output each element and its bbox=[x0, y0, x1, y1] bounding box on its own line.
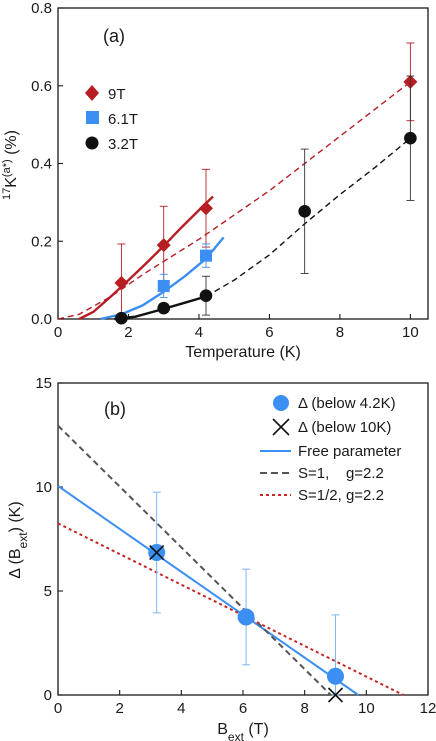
panel-b-lines bbox=[57, 424, 404, 696]
panel-a-fit-curve-1 bbox=[57, 81, 411, 320]
panel-b-ylabel: Δ (Bext) (K) bbox=[7, 501, 30, 578]
panel-a-ytick-label: 0.0 bbox=[31, 311, 52, 328]
panel-a-ylabel-sup: (a*) bbox=[1, 159, 13, 177]
legend-diamond-marker bbox=[85, 85, 99, 101]
legend-label-9t: 9T bbox=[108, 86, 126, 103]
panel-a: 0 2 4 6 8 100.00.20.40.60.8 (a) 9T 6.1T 3.2T … bbox=[1, 0, 429, 361]
panel-a-ylabel-unit: (%) bbox=[3, 130, 20, 159]
panel-b-legend: Δ (below 4.2K) Δ (below 10K) Free parame… bbox=[260, 395, 401, 504]
s1-g2-2-line bbox=[57, 424, 332, 696]
panel-a-ylabel-main: K bbox=[3, 177, 20, 188]
panel-b-xtick-label: 2 bbox=[115, 700, 123, 717]
data-point-3-2t bbox=[199, 289, 213, 302]
panel-a-ytick-label: 0.8 bbox=[31, 0, 52, 17]
data-point-3-2t bbox=[115, 311, 128, 325]
panel-b-ytick-label: 5 bbox=[44, 583, 52, 600]
data-point-delta-below-10k bbox=[327, 687, 344, 703]
panel-b-ylabel-unit: ) (K) bbox=[7, 501, 24, 532]
legend-free-parameter: Free parameter bbox=[298, 443, 401, 460]
data-point-3-2t bbox=[298, 205, 311, 218]
legend-circle-marker bbox=[85, 136, 99, 150]
panel-a-ylabel: 17K(a*) (%) bbox=[1, 130, 20, 200]
legend-delta-below-4-2k: Δ (below 4.2K) bbox=[298, 395, 396, 412]
panel-a-ytick-label: 0.4 bbox=[31, 156, 52, 173]
data-point-9t bbox=[114, 275, 129, 290]
legend-circle-marker-b bbox=[273, 395, 289, 411]
panel-b-xlabel-unit: (T) bbox=[244, 721, 269, 738]
panel-a-xtick-label: 4 bbox=[195, 324, 203, 341]
panel-a-ticks: 0 2 4 6 8 10 0.0 0.2 0.4 0.6 0.8 bbox=[31, 0, 419, 341]
data-point-6-1t bbox=[200, 249, 212, 262]
panel-b-xtick-label: 4 bbox=[177, 700, 185, 717]
panel-b-xtick-label: 12 bbox=[420, 700, 436, 717]
panel-a-xtick-label: 6 bbox=[265, 324, 273, 341]
data-point-9t bbox=[199, 201, 213, 216]
s-half-g2-2-line bbox=[57, 522, 404, 696]
panel-a-xtick-label: 2 bbox=[124, 324, 132, 341]
free-parameter-line bbox=[57, 485, 359, 696]
legend-s-half-g2-2: S=1/2, g=2.2 bbox=[298, 487, 384, 504]
legend-delta-below-10k: Δ (below 10K) bbox=[298, 419, 391, 436]
legend-s1-g2-2: S=1, g=2.2 bbox=[298, 465, 384, 482]
data-point-delta-below-4-2k bbox=[237, 608, 255, 626]
panel-a-xtick-label: 0 bbox=[54, 324, 62, 341]
panel-a-ytick-label: 0.2 bbox=[31, 233, 52, 250]
data-point-delta-below-10k bbox=[149, 544, 165, 561]
panel-b-tag: (b) bbox=[104, 399, 126, 419]
panel-b-points bbox=[148, 491, 344, 703]
panel-a-xtick-label: 10 bbox=[402, 324, 419, 341]
data-point-3-2t bbox=[157, 301, 171, 315]
panel-a-ytick-label: 0.6 bbox=[31, 78, 52, 95]
panel-a-legend: 9T 6.1T 3.2T bbox=[85, 85, 138, 153]
legend-label-6-1t: 6.1T bbox=[108, 111, 138, 128]
panel-a-tag: (a) bbox=[103, 26, 125, 46]
panel-b-xlabel-main: B bbox=[217, 721, 228, 738]
panel-a-points bbox=[114, 42, 418, 325]
panel-b-ytick-label: 0 bbox=[44, 687, 52, 704]
panel-b-ylabel-sub: ext bbox=[16, 532, 30, 549]
data-point-9t bbox=[156, 238, 171, 253]
panel-b-ylabel-main: Δ (B bbox=[7, 548, 24, 578]
legend-label-3-2t: 3.2T bbox=[108, 136, 138, 153]
panel-b-ticks: 0 2 4 6 8 10 12 0 5 10 15 bbox=[35, 375, 436, 717]
legend-cross-marker-b bbox=[272, 418, 290, 436]
data-point-3-2t bbox=[404, 131, 417, 145]
panel-a-ylabel-pre: 17 bbox=[1, 188, 13, 200]
panel-a-fit-curve-0 bbox=[78, 195, 214, 321]
panel-b-ytick-label: 15 bbox=[35, 375, 52, 392]
data-point-delta-below-4-2k bbox=[327, 667, 344, 685]
panel-a-xtick-label: 8 bbox=[336, 324, 344, 341]
panel-b-xtick-label: 6 bbox=[239, 700, 247, 717]
panel-b-ytick-label: 10 bbox=[35, 479, 52, 496]
legend-square-marker bbox=[86, 111, 99, 124]
panel-b-xtick-label: 8 bbox=[300, 700, 308, 717]
panel-b: 0 2 4 6 8 10 12 0 5 10 15 (b) Δ (below 4.2K) Δ (be… bbox=[7, 375, 436, 741]
panel-a-fit-curve-4 bbox=[205, 137, 411, 298]
panel-b-xtick-label: 0 bbox=[54, 700, 62, 717]
panel-a-xlabel: Temperature (K) bbox=[185, 344, 301, 361]
panel-b-xlabel: Bext (T) bbox=[217, 721, 269, 741]
data-point-6-1t bbox=[157, 279, 170, 292]
panel-b-xlabel-sub: ext bbox=[228, 730, 245, 741]
panel-a-frame bbox=[57, 7, 429, 320]
panel-b-xtick-label: 10 bbox=[358, 700, 375, 717]
